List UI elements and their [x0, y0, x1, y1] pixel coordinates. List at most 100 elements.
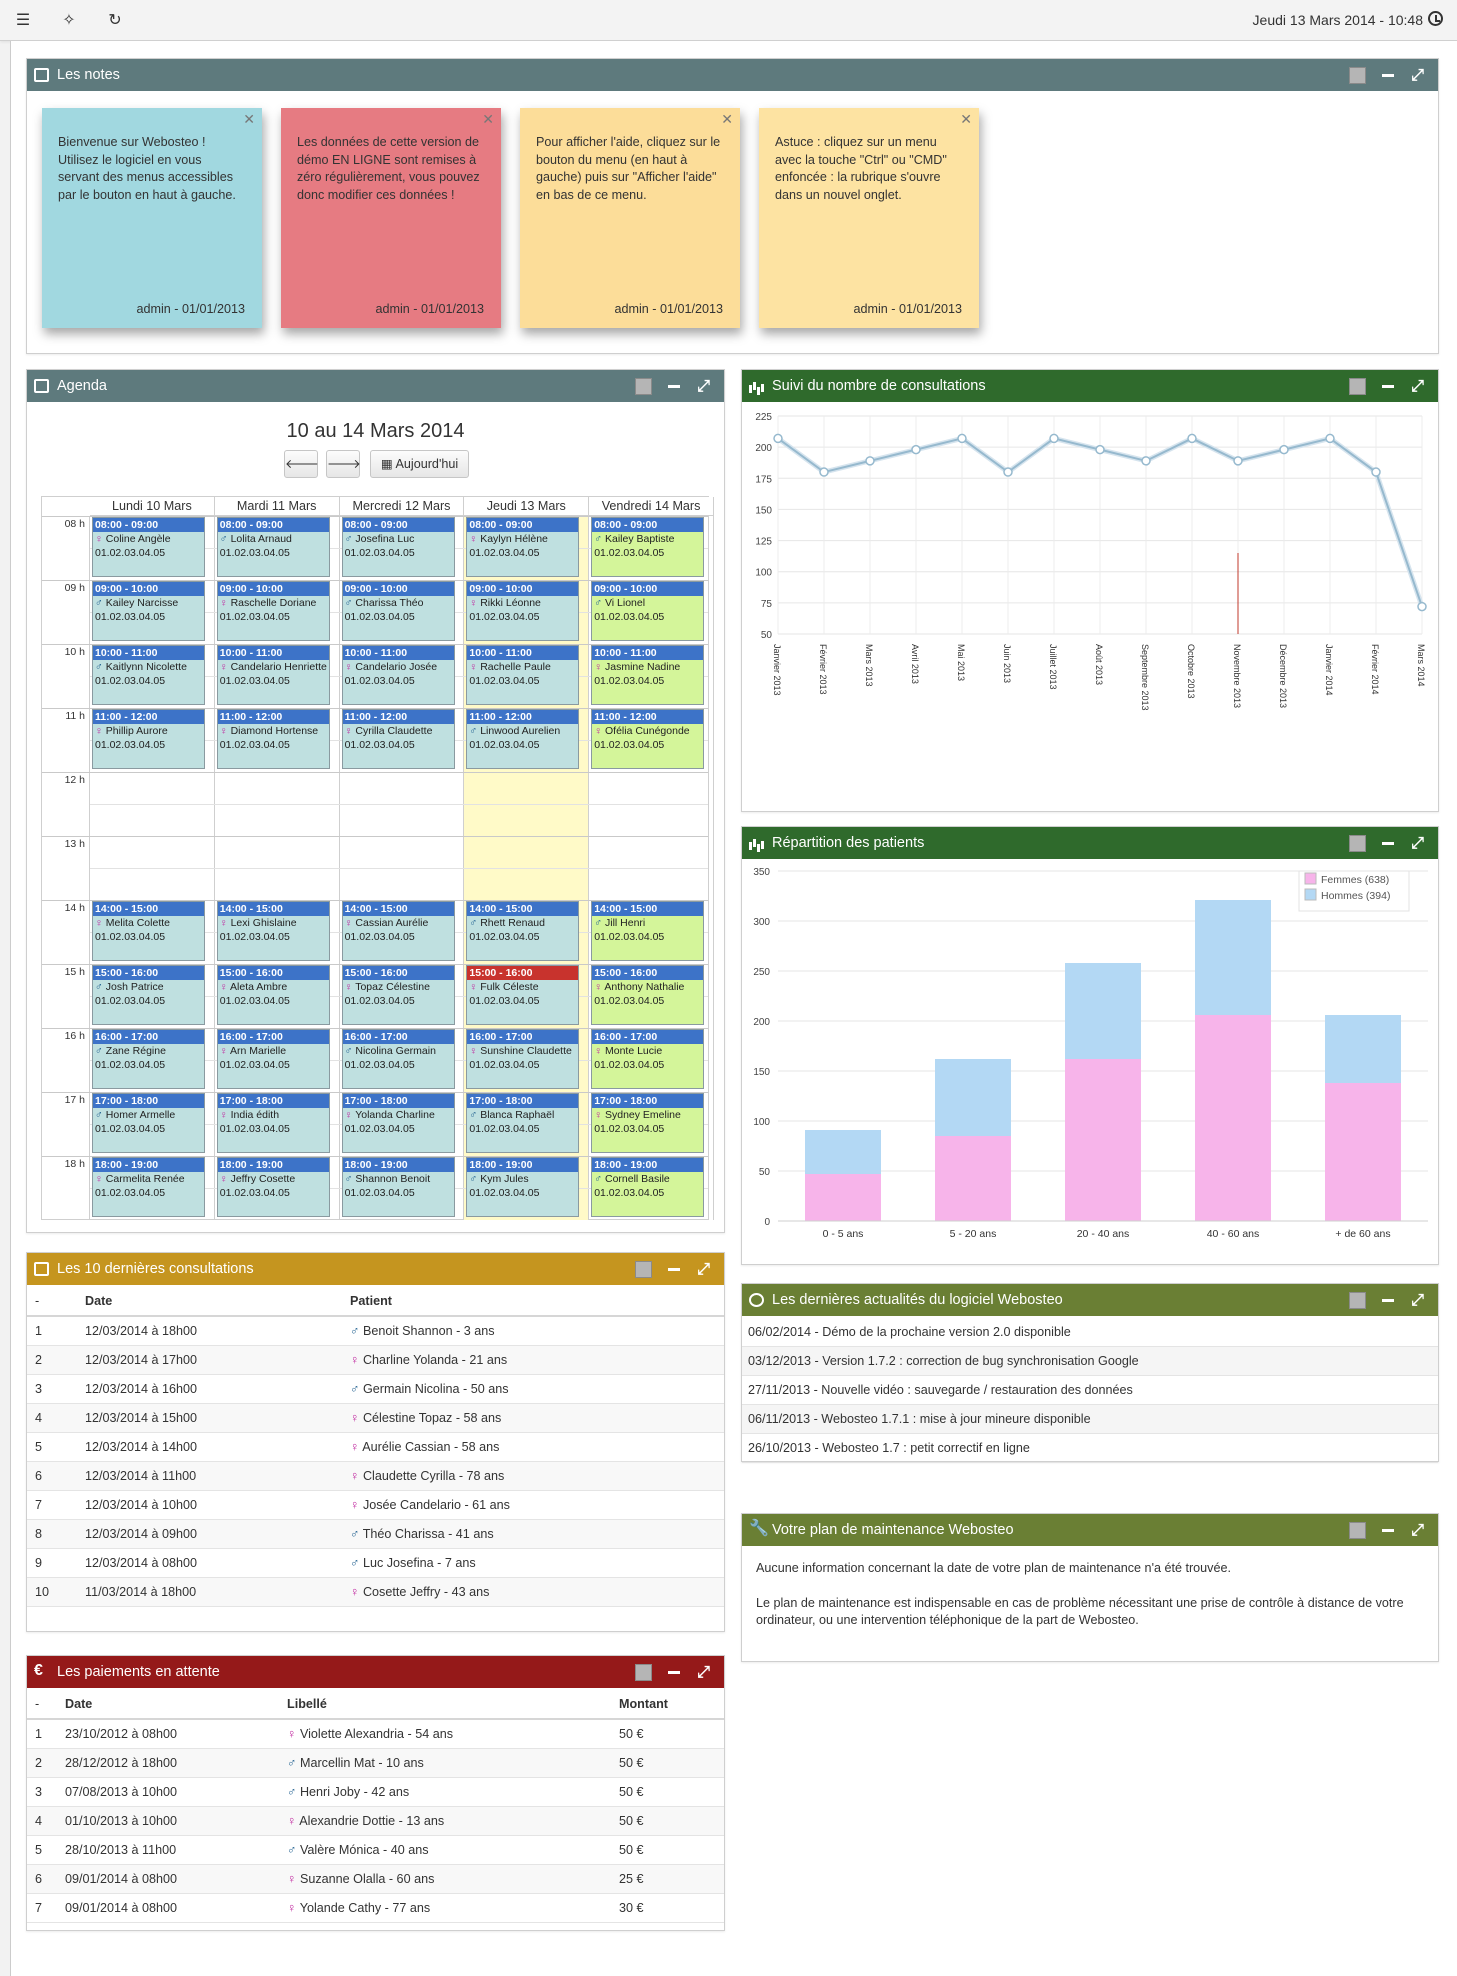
close-icon[interactable]: ✕: [243, 111, 255, 127]
appointment-event[interactable]: 08:00 - 09:00 ♂ Kailey Baptiste 01.02.03.0…: [591, 517, 705, 577]
note-card[interactable]: ✕ Pour afficher l'aide, cliquez sur le b…: [520, 108, 740, 328]
data-point[interactable]: [819, 467, 829, 477]
bar-hommes[interactable]: [935, 1059, 1011, 1136]
expand-icon[interactable]: ⤢: [1411, 1522, 1424, 1539]
appointment-event[interactable]: 18:00 - 19:00 ♂ Shannon Benoit 01.02.03.04…: [341, 1157, 455, 1217]
table-row[interactable]: 4 12/03/2014 à 15h00 ♀ Célestine Topaz - 5…: [27, 1403, 724, 1433]
note-card[interactable]: ✕ Bienvenue sur Webosteo ! Utilisez le l…: [42, 108, 262, 328]
bar-hommes[interactable]: [1065, 963, 1141, 1059]
appointment-event[interactable]: 18:00 - 19:00 ♀ Jeffry Cosette 01.02.03.04…: [216, 1157, 330, 1217]
appointment-event[interactable]: 16:00 - 17:00 ♀ Monte Lucie 01.02.03.04.05: [591, 1029, 705, 1089]
data-point[interactable]: [911, 444, 921, 455]
patient-cell[interactable]: ♂ Benoit Shannon - 3 ans: [342, 1316, 724, 1346]
table-row[interactable]: 2 12/03/2014 à 17h00 ♀ Charline Yolanda - …: [27, 1345, 724, 1375]
minimize-button[interactable]: [668, 385, 680, 388]
patient-cell[interactable]: ♀ Charline Yolanda - 21 ans: [342, 1345, 724, 1375]
table-row[interactable]: 5 28/10/2013 à 11h00 ♂ Valère Mónica - 40 …: [27, 1835, 724, 1865]
appointment-event[interactable]: 11:00 - 12:00 ♂ Linwood Aurelien 01.02.03.…: [466, 709, 580, 769]
appointment-event[interactable]: 09:00 - 10:00 ♀ Raschelle Doriane 01.02.03…: [216, 581, 330, 641]
table-row[interactable]: 1 12/03/2014 à 18h00 ♂ Benoit Shannon - 3 …: [27, 1316, 724, 1346]
appointment-event[interactable]: 10:00 - 11:00 ♀ Jasmine Nadine 01.02.03.04…: [591, 645, 705, 705]
bar-femmes[interactable]: [805, 1174, 881, 1221]
appointment-event[interactable]: 10:00 - 11:00 ♀ Candelario Josée 01.02.03.…: [341, 645, 455, 705]
today-button[interactable]: ▦ Aujourd'hui: [370, 450, 469, 478]
expand-icon[interactable]: ⤢: [1411, 67, 1424, 84]
appointment-event[interactable]: 15:00 - 16:00 ♀ Topaz Célestine 01.02.03.0…: [341, 965, 455, 1025]
note-card[interactable]: ✕ Les données de cette version de démo E…: [281, 108, 501, 328]
news-item[interactable]: 27/11/2013 - Nouvelle vidéo : sauvegarde…: [742, 1376, 1438, 1405]
data-point[interactable]: [1279, 444, 1289, 455]
table-row[interactable]: 7 12/03/2014 à 10h00 ♀ Josée Candelario - …: [27, 1490, 724, 1520]
appointment-event[interactable]: 09:00 - 10:00 ♀ Rikki Léonne 01.02.03.04.0…: [466, 581, 580, 641]
data-point[interactable]: [773, 433, 783, 444]
appointment-event[interactable]: 14:00 - 15:00 ♀ Melita Colette 01.02.03.04…: [92, 901, 205, 961]
previous-week-button[interactable]: 🡐: [284, 450, 319, 478]
minimize-button[interactable]: [668, 1268, 680, 1271]
expand-icon[interactable]: ⤢: [1411, 835, 1424, 852]
close-icon[interactable]: ✕: [960, 111, 972, 127]
payment-label-cell[interactable]: ♀ Alexandrie Dottie - 13 ans: [279, 1806, 611, 1836]
bar-femmes[interactable]: [1195, 1015, 1271, 1221]
expand-icon[interactable]: ⤢: [1411, 1292, 1424, 1309]
table-row[interactable]: 7 09/01/2014 à 08h00 ♀ Yolande Cathy - 77 …: [27, 1893, 724, 1923]
appointment-event[interactable]: 16:00 - 17:00 ♂ Zane Régine 01.02.03.04.05: [92, 1029, 205, 1089]
data-point[interactable]: [1233, 456, 1243, 466]
expand-icon[interactable]: ⤢: [1411, 378, 1424, 395]
news-item[interactable]: 26/10/2013 - Webosteo 1.7 : petit correc…: [742, 1434, 1438, 1463]
data-point[interactable]: [1417, 601, 1427, 612]
patient-cell[interactable]: ♀ Célestine Topaz - 58 ans: [342, 1403, 724, 1433]
appointment-event[interactable]: 14:00 - 15:00 ♂ Rhett Renaud 01.02.03.04.0…: [466, 901, 580, 961]
appointment-event[interactable]: 18:00 - 19:00 ♂ Cornell Basile 01.02.03.04…: [591, 1157, 705, 1217]
data-point[interactable]: [1371, 467, 1381, 477]
patient-cell[interactable]: ♀ Josée Candelario - 61 ans: [342, 1490, 724, 1520]
appointment-event[interactable]: 08:00 - 09:00 ♂ Lolita Arnaud 01.02.03.04.…: [216, 517, 330, 577]
bar-hommes[interactable]: [1325, 1015, 1401, 1083]
patient-cell[interactable]: ♀ Aurélie Cassian - 58 ans: [342, 1432, 724, 1462]
payment-label-cell[interactable]: ♂ Henri Joby - 42 ans: [279, 1777, 611, 1807]
color-picker-button[interactable]: [1349, 1522, 1366, 1539]
table-row[interactable]: 3 07/08/2013 à 10h00 ♂ Henri Joby - 42 ans…: [27, 1777, 724, 1807]
appointment-event[interactable]: 16:00 - 17:00 ♀ Sunshine Claudette 01.02.0…: [466, 1029, 580, 1089]
table-row[interactable]: 2 28/12/2012 à 18h00 ♂ Marcellin Mat - 10 …: [27, 1748, 724, 1778]
color-picker-button[interactable]: [635, 1664, 652, 1681]
day-column[interactable]: [589, 516, 714, 1220]
data-point[interactable]: [1003, 467, 1013, 477]
refresh-icon[interactable]: ↻: [108, 12, 122, 29]
minimize-button[interactable]: [668, 1671, 680, 1674]
appointment-event[interactable]: 16:00 - 17:00 ♂ Nicolina Germain 01.02.03.…: [341, 1029, 455, 1089]
data-point[interactable]: [1049, 433, 1059, 444]
appointment-event[interactable]: 17:00 - 18:00 ♀ Sydney Emeline 01.02.03.04…: [591, 1093, 705, 1153]
minimize-button[interactable]: [1382, 1529, 1394, 1532]
expand-icon[interactable]: ⤢: [697, 1261, 710, 1278]
appointment-event[interactable]: 14:00 - 15:00 ♀ Lexi Ghislaine 01.02.03.04…: [216, 901, 330, 961]
table-row[interactable]: 9 12/03/2014 à 08h00 ♂ Luc Josefina - 7 an…: [27, 1548, 724, 1578]
data-point[interactable]: [1141, 456, 1151, 466]
appointment-event[interactable]: 11:00 - 12:00 ♀ Diamond Hortense 01.02.03.…: [216, 709, 330, 769]
appointment-event[interactable]: 17:00 - 18:00 ♂ Blanca Raphaël 01.02.03.04…: [466, 1093, 580, 1153]
appointment-event[interactable]: 14:00 - 15:00 ♀ Cassian Aurélie 01.02.03.0…: [341, 901, 455, 961]
appointment-event[interactable]: 15:00 - 16:00 ♂ Josh Patrice 01.02.03.04.0…: [92, 965, 205, 1025]
payment-label-cell[interactable]: ♂ Marcellin Mat - 10 ans: [279, 1748, 611, 1778]
magic-icon[interactable]: ✧: [62, 12, 76, 29]
color-picker-button[interactable]: [1349, 67, 1366, 84]
news-item[interactable]: 06/11/2013 - Webosteo 1.7.1 : mise à jou…: [742, 1405, 1438, 1434]
appointment-event[interactable]: 10:00 - 11:00 ♀ Rachelle Paule 01.02.03.04…: [466, 645, 580, 705]
appointment-event[interactable]: 18:00 - 19:00 ♂ Kym Jules 01.02.03.04.05: [466, 1157, 580, 1217]
appointment-event[interactable]: 10:00 - 11:00 ♂ Kaitlynn Nicolette 01.02.0…: [92, 645, 205, 705]
appointment-event[interactable]: 15:00 - 16:00 ♀ Aleta Ambre 01.02.03.04.05: [216, 965, 330, 1025]
table-row[interactable]: 1 23/10/2012 à 08h00 ♀ Violette Alexandria…: [27, 1719, 724, 1749]
expand-icon[interactable]: ⤢: [697, 1664, 710, 1681]
appointment-event[interactable]: 14:00 - 15:00 ♂ Jill Henri 01.02.03.04.05: [591, 901, 705, 961]
appointment-event[interactable]: 17:00 - 18:00 ♂ Homer Armelle 01.02.03.04.…: [92, 1093, 205, 1153]
appointment-event[interactable]: 17:00 - 18:00 ♀ Yolanda Charline 01.02.03.…: [341, 1093, 455, 1153]
table-row[interactable]: 8 12/03/2014 à 09h00 ♂ Théo Charissa - 41 …: [27, 1519, 724, 1549]
appointment-event[interactable]: 09:00 - 10:00 ♂ Kailey Narcisse 01.02.03.0…: [92, 581, 205, 641]
news-item[interactable]: 06/02/2014 - Démo de la prochaine versio…: [742, 1318, 1438, 1347]
bar-femmes[interactable]: [1325, 1083, 1401, 1221]
table-row[interactable]: 4 01/10/2013 à 10h00 ♀ Alexandrie Dottie -…: [27, 1806, 724, 1836]
patient-cell[interactable]: ♀ Claudette Cyrilla - 78 ans: [342, 1461, 724, 1491]
table-row[interactable]: 10 11/03/2014 à 18h00 ♀ Cosette Jeffry - 4…: [27, 1577, 724, 1607]
appointment-event[interactable]: 09:00 - 10:00 ♂ Vi Lionel 01.02.03.04.05: [591, 581, 705, 641]
news-item[interactable]: 03/12/2013 - Version 1.7.2 : correction …: [742, 1347, 1438, 1376]
appointment-event[interactable]: 18:00 - 19:00 ♀ Carmelita Renée 01.02.03.0…: [92, 1157, 205, 1217]
